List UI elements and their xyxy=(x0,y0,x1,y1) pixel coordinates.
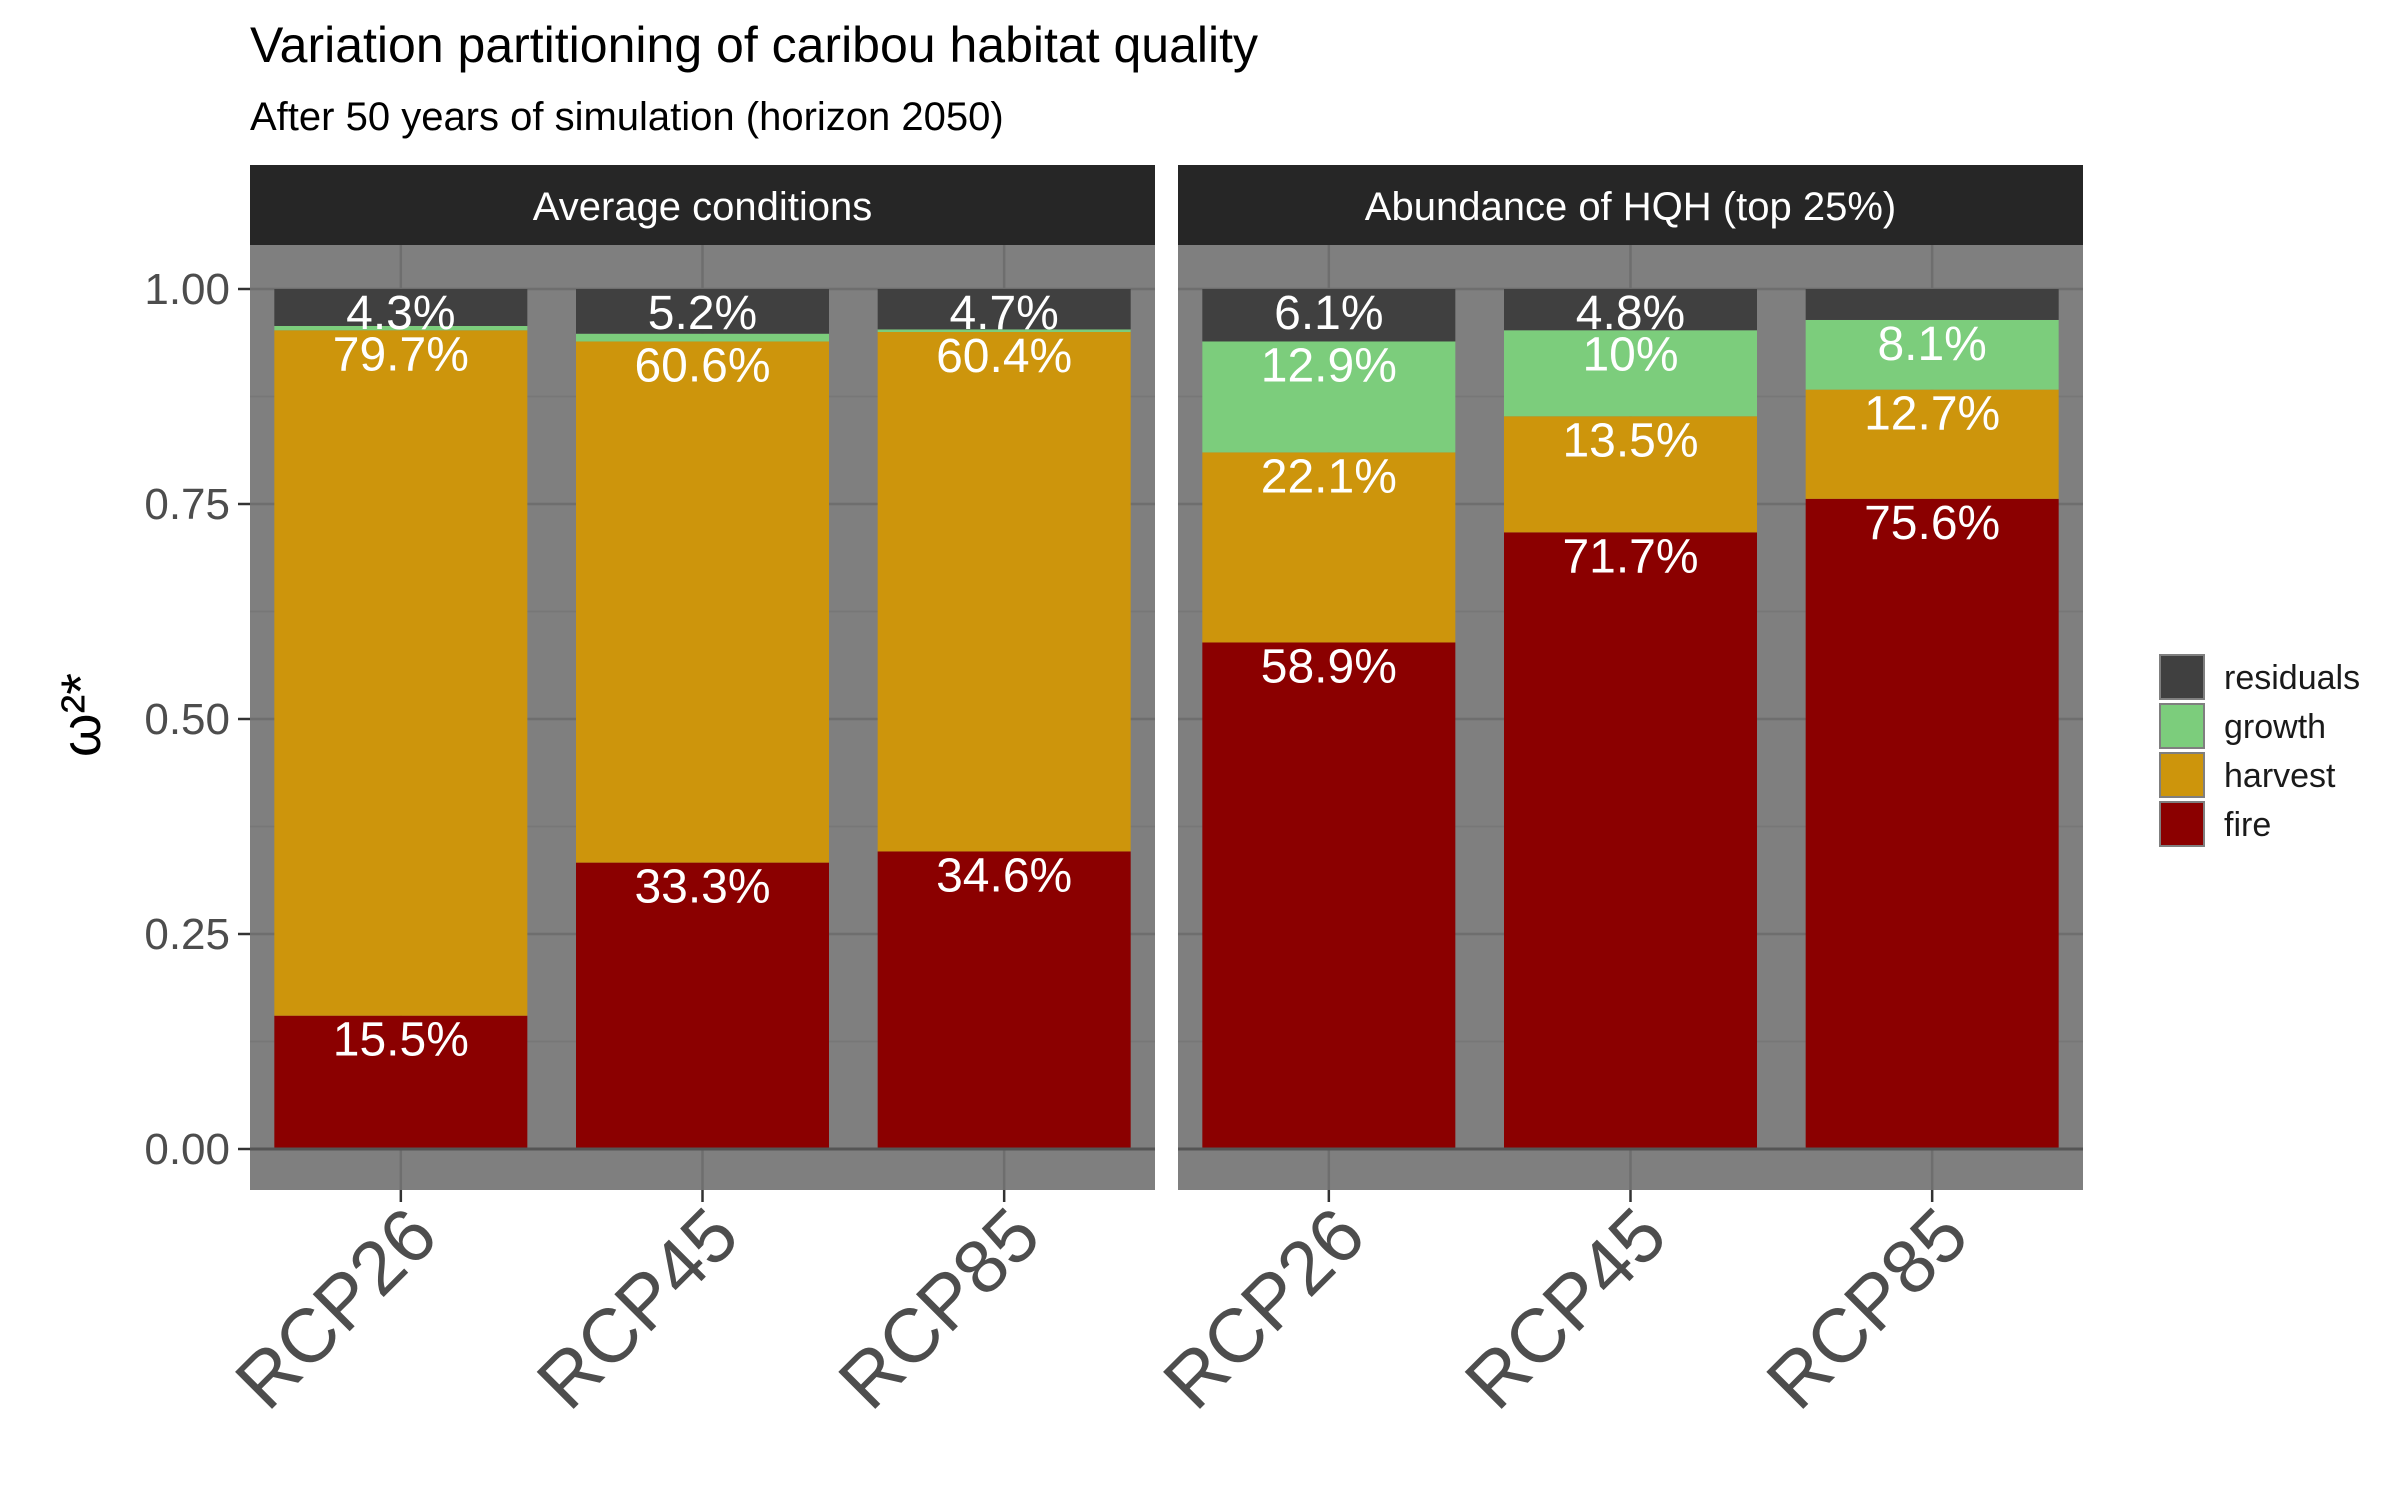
bar-segment-growth xyxy=(576,333,829,342)
x-tick-label: RCP26 xyxy=(220,1192,453,1425)
panels: Average conditions 15.5% 79.7%4.3% RCP26 33.… xyxy=(220,165,2083,1425)
data-label: 34.6% xyxy=(936,849,1072,902)
bar-segment-harvest xyxy=(1504,416,1757,533)
bar-segment-residuals xyxy=(1504,289,1757,331)
x-tick-label: RCP85 xyxy=(823,1192,1056,1425)
panel-2: Abundance of HQH (top 25%) 58.9% 22.1% 12.9… xyxy=(1148,165,2083,1425)
y-tick-label: 0.00 xyxy=(144,1125,230,1174)
bar-segment-harvest xyxy=(1805,389,2059,499)
bar-segment-growth xyxy=(1202,341,1456,453)
x-tick-label: RCP85 xyxy=(1751,1192,1984,1425)
facet-strip xyxy=(1178,165,2083,245)
bar-segment-residuals xyxy=(576,289,829,334)
data-label: 5.2% xyxy=(648,287,757,340)
bar-segment-fire xyxy=(576,862,829,1149)
bar-segment-growth xyxy=(1805,319,2059,390)
legend-key-residuals xyxy=(2159,654,2205,700)
legend-label-fire: fire xyxy=(2224,806,2271,844)
y-tick-label: 0.25 xyxy=(144,910,230,959)
bar-segment-fire xyxy=(274,1015,528,1149)
data-label: 22.1% xyxy=(1261,450,1397,503)
bar-segment-fire xyxy=(1504,532,1757,1149)
bar-segment-residuals xyxy=(877,289,1131,330)
facet-strip xyxy=(250,165,1155,245)
legend-key-growth xyxy=(2159,703,2205,749)
chart-subtitle: After 50 years of simulation (horizon 20… xyxy=(250,95,1004,139)
panel-1: Average conditions 15.5% 79.7%4.3% RCP26 33.… xyxy=(220,165,1155,1425)
facet-title: Average conditions xyxy=(533,185,873,229)
bar-segment-growth xyxy=(1504,330,1757,417)
bar-segment-residuals xyxy=(1202,289,1456,342)
bar-segment-residuals xyxy=(1805,289,2059,320)
legend-key-fire xyxy=(2159,801,2205,847)
legend-label-growth: growth xyxy=(2224,708,2326,746)
legend: residuals growth harvest fire xyxy=(2159,654,2360,847)
y-tick-label: 0.50 xyxy=(144,695,230,744)
data-label: 12.7% xyxy=(1864,388,2000,441)
legend-label-harvest: harvest xyxy=(2224,757,2336,795)
x-tick-label: RCP26 xyxy=(1148,1192,1381,1425)
data-label: 75.6% xyxy=(1864,497,2000,550)
bar-segment-harvest xyxy=(274,330,528,1016)
data-label: 8.1% xyxy=(1877,318,1986,371)
bar-segment-residuals xyxy=(274,289,528,326)
bar-segment-fire xyxy=(877,851,1131,1149)
data-label: 4.7% xyxy=(949,287,1058,340)
data-label: 15.5% xyxy=(333,1014,469,1067)
data-label: 10% xyxy=(1582,328,1678,381)
data-label: 58.9% xyxy=(1261,640,1397,693)
facet-title: Abundance of HQH (top 25%) xyxy=(1365,185,1896,229)
bar-segment-growth xyxy=(274,325,528,331)
data-label: 79.7% xyxy=(333,328,469,381)
data-label: 13.5% xyxy=(1562,414,1698,467)
data-label: 12.9% xyxy=(1261,339,1397,392)
x-tick-label: RCP45 xyxy=(1449,1192,1682,1425)
bar-segment-growth xyxy=(877,329,1131,332)
legend-label-residuals: residuals xyxy=(2224,659,2360,697)
data-label: 4.3% xyxy=(346,287,455,340)
y-tick-label: 1.00 xyxy=(144,265,230,314)
y-axis-label: ω²* xyxy=(49,673,112,757)
data-label: 6.1% xyxy=(1274,287,1383,340)
bar-segment-harvest xyxy=(576,341,829,863)
bar-segment-fire xyxy=(1202,642,1456,1149)
legend-key-harvest xyxy=(2159,752,2205,798)
y-tick-label: 0.75 xyxy=(144,480,230,529)
data-label: 60.4% xyxy=(936,330,1072,383)
data-label: 60.6% xyxy=(634,339,770,392)
x-tick-label: RCP45 xyxy=(521,1192,754,1425)
data-label: 4.8% xyxy=(1576,287,1685,340)
bar-segment-harvest xyxy=(877,332,1131,852)
y-axis: 0.00 0.25 0.50 0.75 1.00 xyxy=(144,265,250,1174)
data-label: 33.3% xyxy=(634,861,770,914)
bar-segment-harvest xyxy=(1202,452,1456,643)
data-label: 71.7% xyxy=(1562,530,1698,583)
chart-title: Variation partitioning of caribou habita… xyxy=(250,17,1258,73)
bar-segment-fire xyxy=(1805,498,2059,1150)
